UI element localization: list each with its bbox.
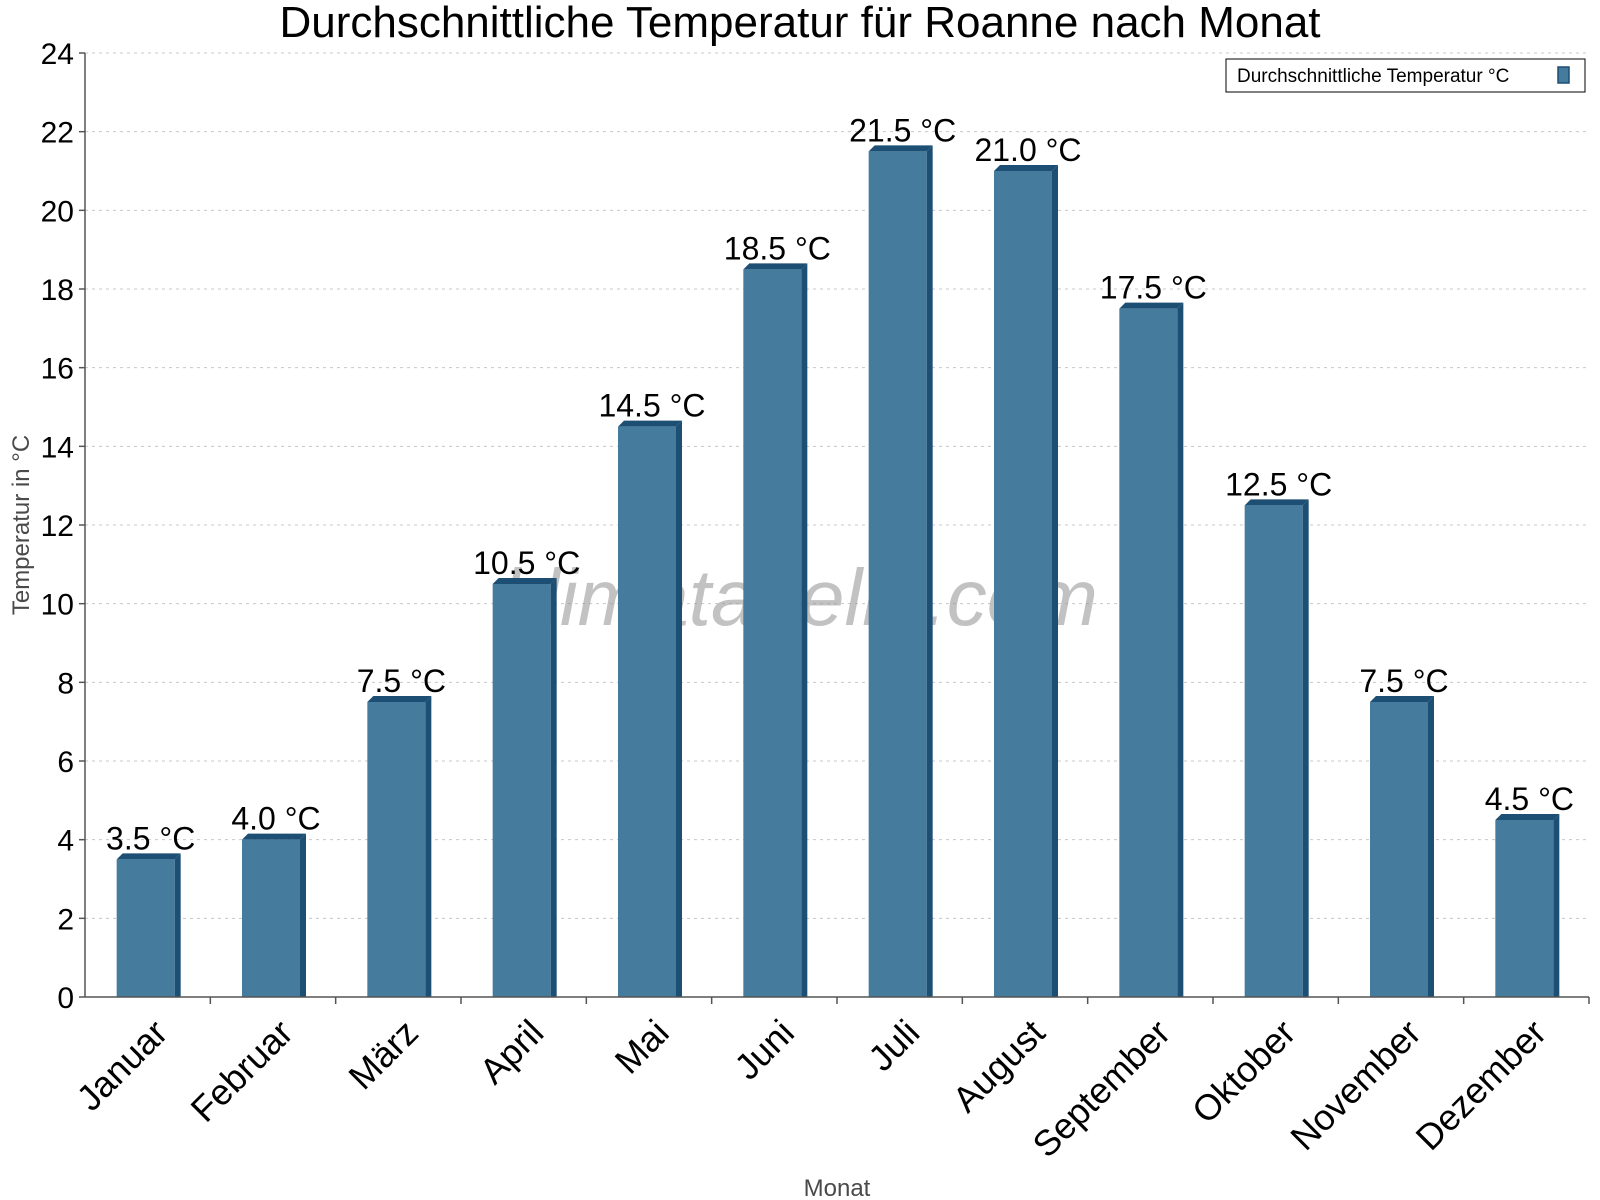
bar-side (550, 578, 557, 997)
y-tick-label: 10 (41, 589, 74, 622)
bar-8: 17.5 °C (1100, 270, 1207, 998)
bar-face (868, 151, 927, 998)
bar-top (743, 263, 808, 270)
bar-face (367, 702, 426, 997)
y-tick-label: 0 (57, 982, 74, 1015)
y-tick-label: 22 (41, 117, 74, 150)
bar-side (1177, 302, 1184, 998)
x-tick-label: April (471, 1012, 551, 1092)
y-tick-label: 12 (41, 510, 74, 543)
x-tick-label: Oktober (1184, 1012, 1304, 1132)
y-tick-label: 8 (57, 667, 74, 700)
bar-value-label: 21.0 °C (974, 132, 1081, 168)
bar-value-label: 17.5 °C (1100, 270, 1207, 306)
y-tick-label: 16 (41, 353, 74, 386)
bar-side (926, 145, 933, 998)
bar-top (868, 145, 933, 152)
bar-4: 14.5 °C (598, 388, 706, 998)
bar-value-label: 21.5 °C (849, 112, 956, 148)
x-tick-label: Dezember (1408, 1012, 1554, 1158)
x-tick-label: Januar (68, 1012, 175, 1119)
bar-value-label: 10.5 °C (473, 545, 580, 581)
legend: Durchschnittliche Temperatur °C (1225, 58, 1586, 93)
bar-top (1119, 302, 1184, 309)
bar-9: 12.5 °C (1225, 466, 1332, 997)
bars: 3.5 °C 4.0 °C 7.5 °C 10.5 °C 14.5 °C 18.5 °C 2… (106, 112, 1574, 998)
bar-value-label: 3.5 °C (106, 820, 195, 856)
legend-box (1225, 58, 1586, 93)
y-tick-label: 2 (57, 903, 74, 936)
bar-face (994, 171, 1052, 997)
bar-face (116, 859, 175, 997)
bar-face (242, 839, 300, 997)
bar-side (1553, 814, 1560, 997)
bar-top (367, 696, 432, 702)
bar-value-label: 7.5 °C (357, 663, 446, 699)
y-axis-title: Temperatur in °C (8, 435, 35, 615)
gridlines (85, 52, 1589, 919)
bar-value-label: 4.0 °C (231, 801, 320, 837)
bar-face (1495, 820, 1554, 997)
x-tick-label: Juli (860, 1012, 927, 1079)
bar-2: 7.5 °C (357, 663, 446, 997)
x-tick-label: November (1282, 1012, 1428, 1158)
bar-10: 7.5 °C (1359, 663, 1449, 997)
chart-title: Durchschnittliche Temperatur für Roanne … (279, 0, 1320, 47)
legend-label: Durchschnittliche Temperatur °C (1237, 66, 1509, 87)
bar-top (994, 165, 1058, 171)
bar-side (174, 853, 181, 997)
bar-side (801, 263, 808, 997)
y-tick-label: 6 (57, 746, 74, 779)
bar-side (425, 696, 432, 997)
legend-swatch (1557, 66, 1570, 84)
bar-7: 21.0 °C (974, 132, 1082, 997)
bar-6: 21.5 °C (849, 112, 956, 998)
bar-top (492, 578, 557, 584)
x-tick-label: Mai (607, 1012, 677, 1082)
bar-side (1302, 499, 1309, 997)
bar-top (116, 853, 181, 860)
x-axis-title: Monat (804, 1175, 871, 1200)
x-tick-label: März (340, 1012, 426, 1098)
bar-value-label: 4.5 °C (1485, 781, 1574, 817)
bar-face (492, 584, 551, 997)
y-tick-label: 24 (41, 38, 74, 71)
x-tick-label: Februar (183, 1012, 301, 1130)
bar-face (1370, 702, 1428, 997)
y-tick-label: 14 (41, 431, 74, 464)
bar-top (1244, 499, 1309, 506)
bar-face (1244, 505, 1303, 997)
y-tick-label: 18 (41, 274, 74, 307)
x-tick-label: September (1024, 1012, 1178, 1166)
bar-0: 3.5 °C (106, 820, 195, 997)
bar-side (1428, 696, 1434, 997)
bar-face (1119, 308, 1178, 998)
bar-side (676, 420, 682, 998)
bar-top (242, 833, 306, 840)
bar-top (618, 420, 682, 427)
bar-value-label: 12.5 °C (1225, 466, 1332, 502)
bar-top (1370, 696, 1434, 702)
x-axis-ticks: Januar Februar März April Mai Juni Juli AugustS… (68, 997, 1590, 1166)
y-tick-label: 20 (41, 195, 74, 228)
bar-value-label: 14.5 °C (598, 388, 705, 424)
bar-side (300, 833, 306, 997)
bar-top (1495, 814, 1560, 820)
x-tick-label: Juni (726, 1012, 802, 1088)
bar-value-label: 18.5 °C (724, 230, 831, 266)
bar-11: 4.5 °C (1485, 781, 1574, 997)
bar-face (618, 426, 676, 998)
bar-side (1052, 165, 1058, 997)
bar-1: 4.0 °C (231, 801, 321, 997)
bar-value-label: 7.5 °C (1359, 663, 1448, 699)
x-tick-label: August (944, 1012, 1052, 1120)
y-tick-label: 4 (57, 825, 74, 858)
bar-face (743, 269, 802, 997)
bar-5: 18.5 °C (724, 230, 831, 997)
bar-3: 10.5 °C (473, 545, 580, 997)
